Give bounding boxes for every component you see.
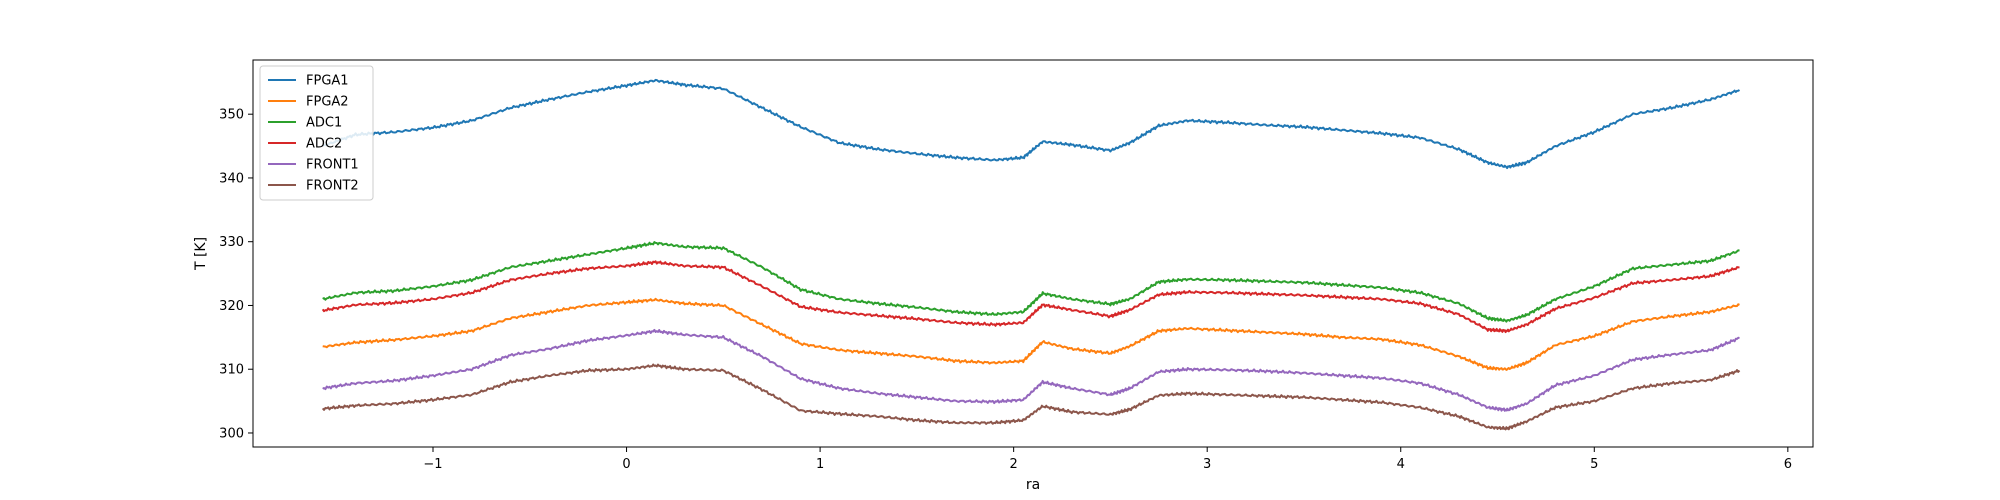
y-tick-label: 330 — [219, 235, 244, 250]
y-tick-label: 320 — [219, 299, 244, 314]
x-tick-label: 5 — [1590, 457, 1598, 472]
y-tick-label: 300 — [219, 426, 244, 441]
legend-label-adc2: ADC2 — [306, 137, 342, 152]
legend-box — [259, 65, 374, 201]
plot-area — [321, 78, 1741, 431]
y-axis-label: T [K] — [193, 237, 209, 271]
x-tick-label: 0 — [622, 457, 630, 472]
x-tick-label: 4 — [1397, 457, 1405, 472]
series-line-adc2 — [321, 260, 1740, 334]
x-tick-label: 1 — [816, 457, 824, 472]
x-tick-label: 3 — [1203, 457, 1211, 472]
x-tick-label: −1 — [423, 457, 442, 472]
series-line-front2 — [321, 363, 1741, 431]
x-tick-label: 2 — [1010, 457, 1018, 472]
plot-frame — [252, 59, 1814, 448]
y-tick-label: 310 — [219, 363, 244, 378]
x-axis-label: ra — [1026, 477, 1040, 493]
series-line-fpga2 — [322, 297, 1740, 371]
series-line-fpga1 — [322, 78, 1741, 170]
legend: FPGA1 FPGA2 ADC1 ADC2 FRONT1 FRONT2 — [259, 65, 374, 201]
series-line-front1 — [322, 328, 1740, 412]
y-tick-label: 350 — [219, 108, 244, 123]
axes: −1 0 1 2 3 4 5 6 300 310 320 330 340 350 — [219, 59, 1814, 472]
legend-label-front1: FRONT1 — [306, 158, 359, 173]
x-tick-label: 6 — [1784, 457, 1792, 472]
legend-label-front2: FRONT2 — [306, 179, 359, 194]
legend-label-fpga2: FPGA2 — [306, 95, 349, 110]
legend-label-fpga1: FPGA1 — [306, 74, 349, 89]
y-tick-label: 340 — [219, 171, 244, 186]
legend-label-adc1: ADC1 — [306, 116, 342, 131]
series-line-adc1 — [322, 241, 1740, 323]
